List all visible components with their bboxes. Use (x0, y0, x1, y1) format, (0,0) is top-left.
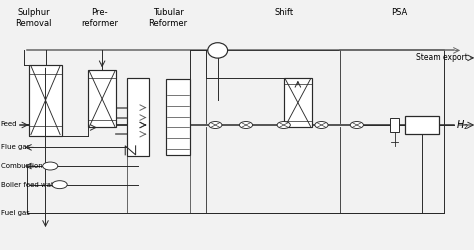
Bar (127, 78, 149, 156)
Circle shape (209, 122, 222, 128)
Text: $\mathit{H}_2$: $\mathit{H}_2$ (456, 118, 469, 132)
Text: Feed: Feed (0, 121, 17, 127)
Text: Steam export: Steam export (416, 54, 468, 62)
Circle shape (350, 122, 364, 128)
Circle shape (315, 122, 328, 128)
Circle shape (277, 122, 291, 128)
Text: Tubular
Reformer: Tubular Reformer (148, 8, 188, 28)
Text: Sulphur
Removal: Sulphur Removal (16, 8, 52, 28)
Bar (166, 79, 191, 155)
Text: PSA: PSA (391, 8, 408, 17)
Text: Boiler feed water: Boiler feed water (0, 182, 61, 188)
Text: Shift: Shift (274, 8, 293, 17)
Bar (390, 118, 399, 132)
Text: Fuel gas: Fuel gas (0, 210, 29, 216)
Bar (29, 65, 62, 136)
Circle shape (239, 122, 253, 128)
Bar (88, 70, 116, 128)
Circle shape (52, 181, 67, 189)
Text: Pre-
reformer: Pre- reformer (81, 8, 118, 28)
Bar (284, 78, 312, 128)
Text: Combustion air: Combustion air (0, 163, 54, 169)
Ellipse shape (208, 43, 228, 58)
Circle shape (43, 162, 58, 170)
Bar (405, 116, 439, 134)
Text: Flue gas: Flue gas (0, 144, 30, 150)
